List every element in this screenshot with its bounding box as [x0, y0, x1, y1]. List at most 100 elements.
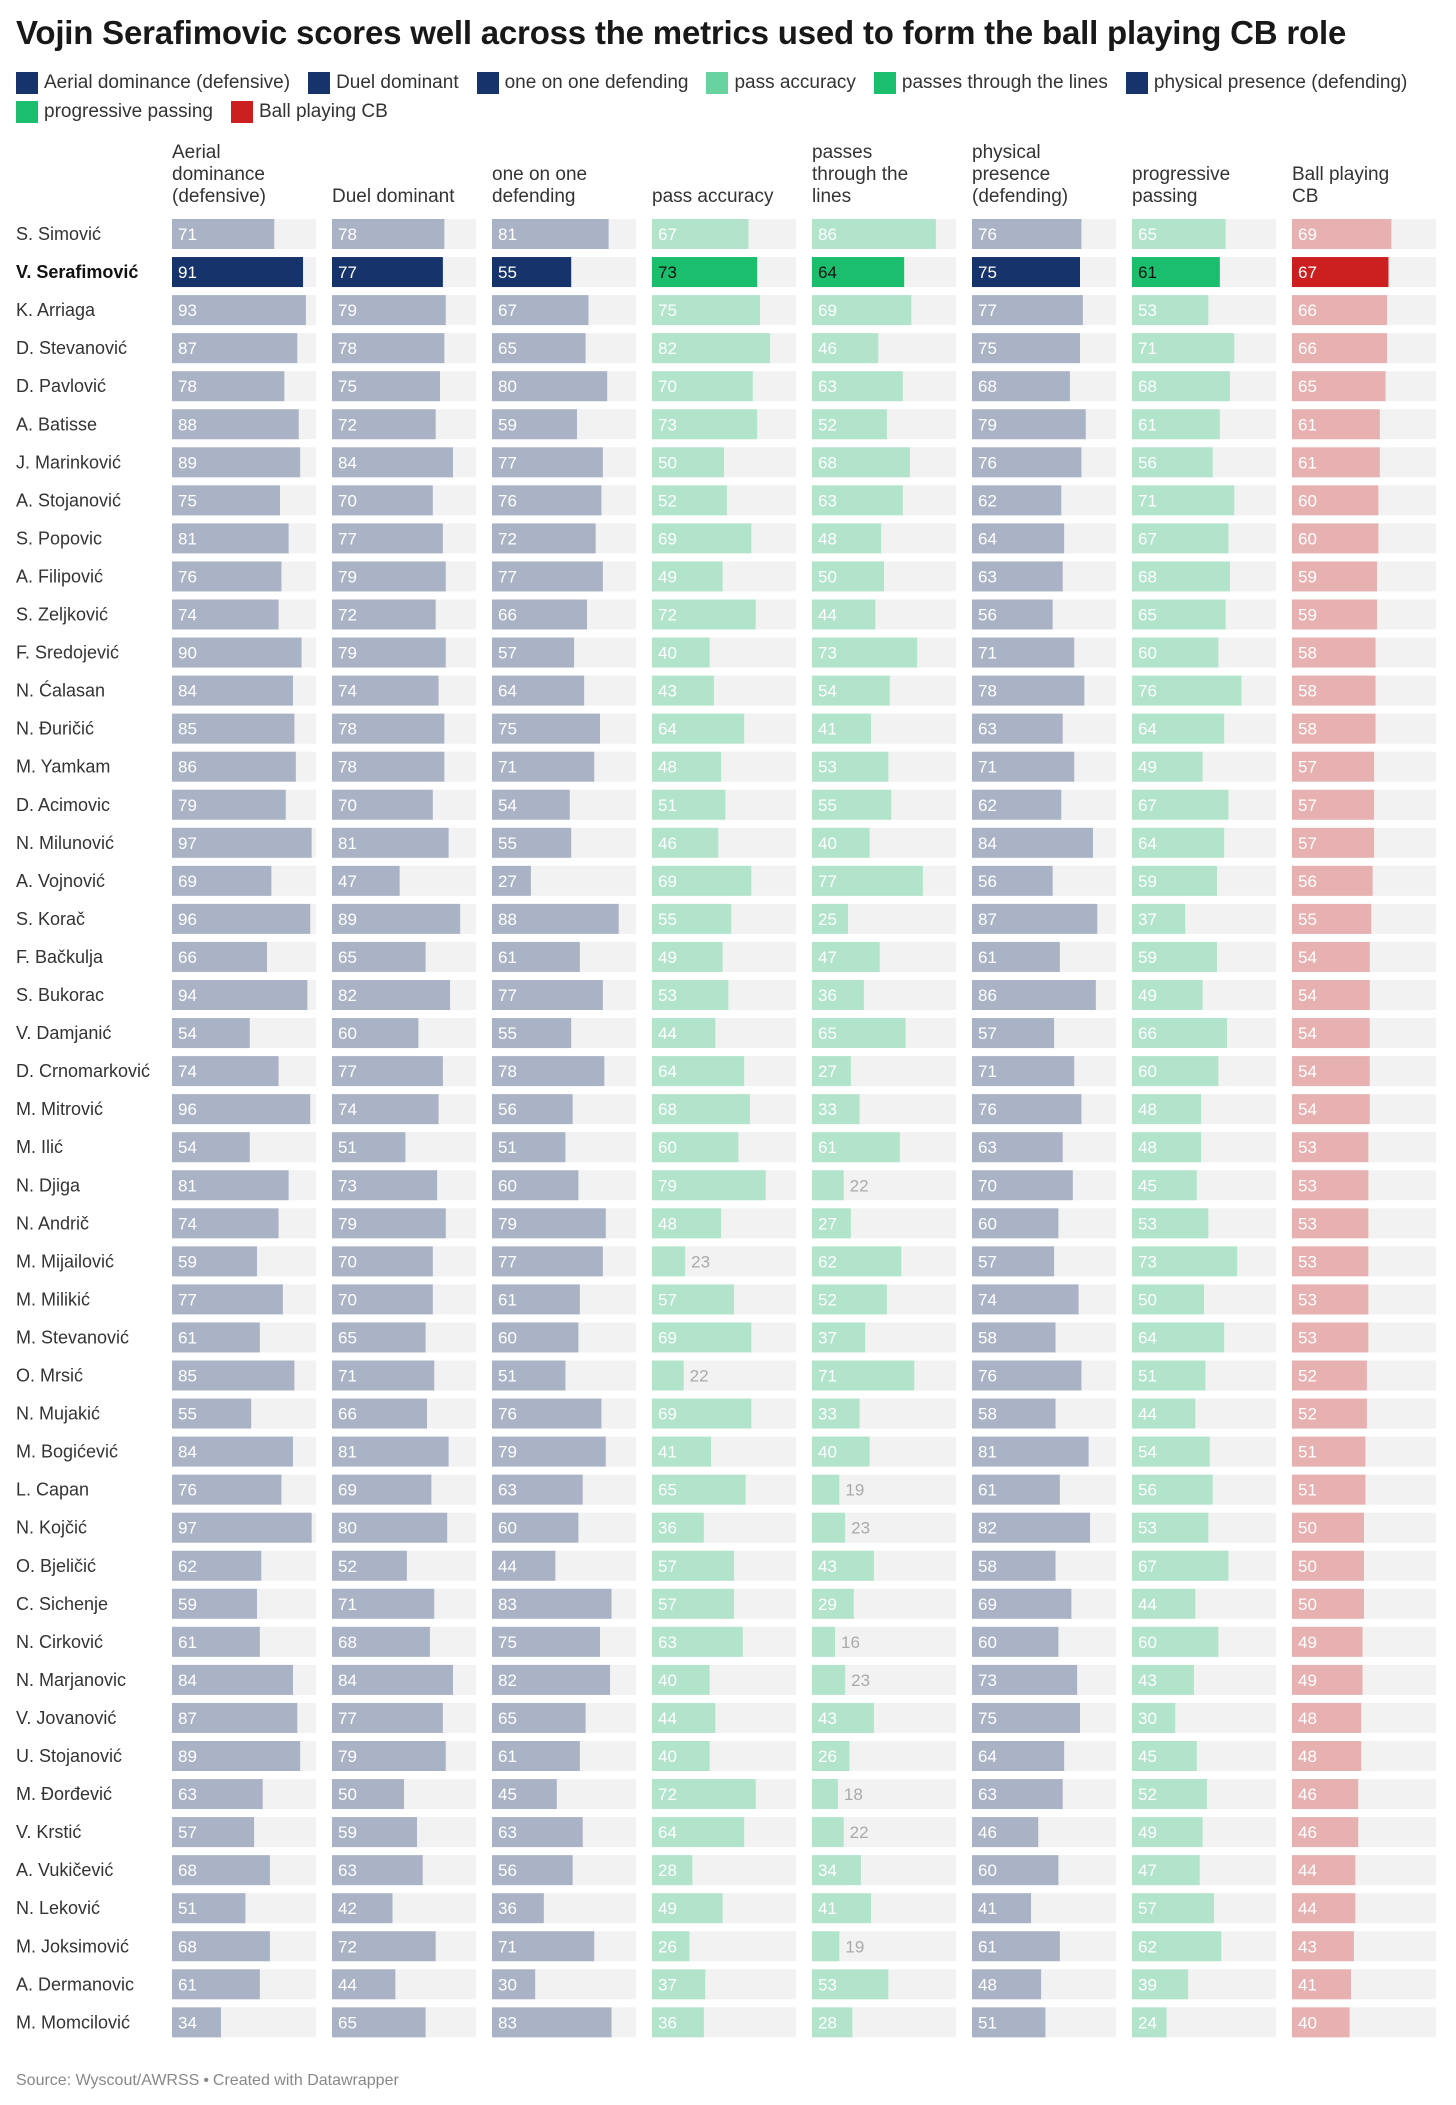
chart-title: Vojin Serafimovic scores well across the…	[16, 14, 1347, 51]
player-name: K. Arriaga	[16, 300, 96, 320]
data-label: 49	[658, 948, 677, 967]
data-label: 54	[498, 796, 517, 815]
data-bar	[332, 561, 446, 592]
data-label: 65	[498, 1709, 517, 1728]
data-bar	[972, 1512, 1091, 1543]
data-bar	[492, 1132, 566, 1163]
data-bar	[1292, 675, 1376, 706]
player-name: M. Momcilović	[16, 2012, 130, 2032]
data-label: 81	[978, 1443, 997, 1462]
player-name: N. Marjanovic	[16, 1670, 126, 1690]
data-bar	[812, 751, 889, 782]
data-bar	[172, 1626, 260, 1657]
data-label: 62	[978, 491, 997, 510]
player-name: M. Milikić	[16, 1289, 90, 1309]
data-label: 59	[1138, 872, 1157, 891]
data-label: 60	[978, 1214, 997, 1233]
data-bar	[492, 1969, 536, 2000]
data-label: 37	[658, 1975, 677, 1994]
player-name: A. Dermanovic	[16, 1974, 134, 1994]
bar-table-chart: Aerial dominance (defensive) Duel dominant o…	[16, 142, 1436, 2038]
data-bar	[812, 409, 887, 440]
data-label: 61	[1298, 453, 1317, 472]
player-name: V. Krstić	[16, 1822, 81, 1842]
data-bar	[492, 1550, 556, 1581]
data-label: 68	[818, 453, 837, 472]
data-label: 60	[498, 1176, 517, 1195]
player-name: M. Mijailović	[16, 1251, 114, 1271]
data-bar	[812, 1512, 846, 1543]
data-label: 63	[818, 491, 837, 510]
data-label: 57	[1298, 796, 1317, 815]
data-bar	[332, 675, 439, 706]
data-label: 71	[498, 758, 517, 777]
data-bar	[172, 1741, 301, 1771]
data-bar	[332, 1702, 443, 1733]
data-bar	[492, 1702, 586, 1733]
data-label: 77	[338, 263, 357, 282]
data-bar	[1132, 789, 1229, 820]
data-bar	[492, 1170, 579, 1201]
data-label: 75	[178, 491, 197, 510]
data-label: 48	[1138, 1100, 1157, 1119]
player-name: O. Mrsić	[16, 1366, 83, 1386]
data-label: 84	[338, 453, 357, 472]
data-bar	[1132, 1931, 1222, 1962]
data-label: 53	[1138, 1214, 1157, 1233]
data-bar	[812, 903, 848, 934]
data-label: 71	[338, 1595, 357, 1614]
data-label: 60	[1138, 1062, 1157, 1081]
data-bar	[1292, 1018, 1370, 1049]
data-bar	[332, 1817, 417, 1848]
data-bar	[972, 865, 1053, 896]
data-bar	[1292, 409, 1380, 440]
data-label: 63	[178, 1785, 197, 1804]
data-bar	[172, 751, 296, 782]
data-label: 63	[978, 720, 997, 739]
data-bar	[492, 1893, 544, 1924]
data-bar	[332, 1474, 432, 1505]
data-bar	[332, 371, 440, 402]
data-label: 78	[338, 225, 357, 244]
data-bar	[812, 1170, 844, 1201]
data-label: 22	[850, 1176, 869, 1195]
data-label: 50	[1298, 1557, 1317, 1576]
data-bar	[1132, 1208, 1209, 1239]
data-label: 65	[498, 339, 517, 358]
data-bar	[1292, 1246, 1369, 1277]
data-bar	[972, 1056, 1075, 1087]
data-bar	[812, 523, 882, 554]
data-label: 61	[1138, 415, 1157, 434]
data-bar	[1132, 1817, 1203, 1848]
data-bar	[652, 371, 753, 402]
data-bar	[332, 485, 433, 516]
data-bar	[1132, 485, 1235, 516]
data-label: 54	[178, 1024, 197, 1043]
data-bar	[652, 1702, 716, 1733]
data-bar	[492, 1817, 583, 1848]
data-bar	[332, 1322, 426, 1353]
data-label: 49	[1138, 1823, 1157, 1842]
data-bar	[652, 865, 752, 896]
data-bar	[492, 903, 619, 934]
data-bar	[172, 561, 282, 592]
legend-swatch	[308, 72, 331, 94]
data-label: 81	[178, 1176, 197, 1195]
data-label: 39	[1138, 1975, 1157, 1994]
data-label: 71	[978, 758, 997, 777]
data-bar	[652, 941, 723, 972]
data-label: 60	[338, 1024, 357, 1043]
data-bar	[1292, 1893, 1356, 1924]
data-bar	[972, 1322, 1056, 1353]
data-bar	[812, 219, 936, 249]
data-label: 75	[978, 339, 997, 358]
data-bar	[492, 1931, 595, 1962]
data-label: 69	[978, 1595, 997, 1614]
data-label: 33	[818, 1405, 837, 1424]
data-bar	[972, 1588, 1072, 1619]
data-label: 64	[1138, 1328, 1157, 1347]
data-bar	[492, 827, 572, 858]
data-bar	[172, 371, 285, 402]
data-label: 64	[658, 720, 677, 739]
data-bar	[332, 1588, 435, 1619]
